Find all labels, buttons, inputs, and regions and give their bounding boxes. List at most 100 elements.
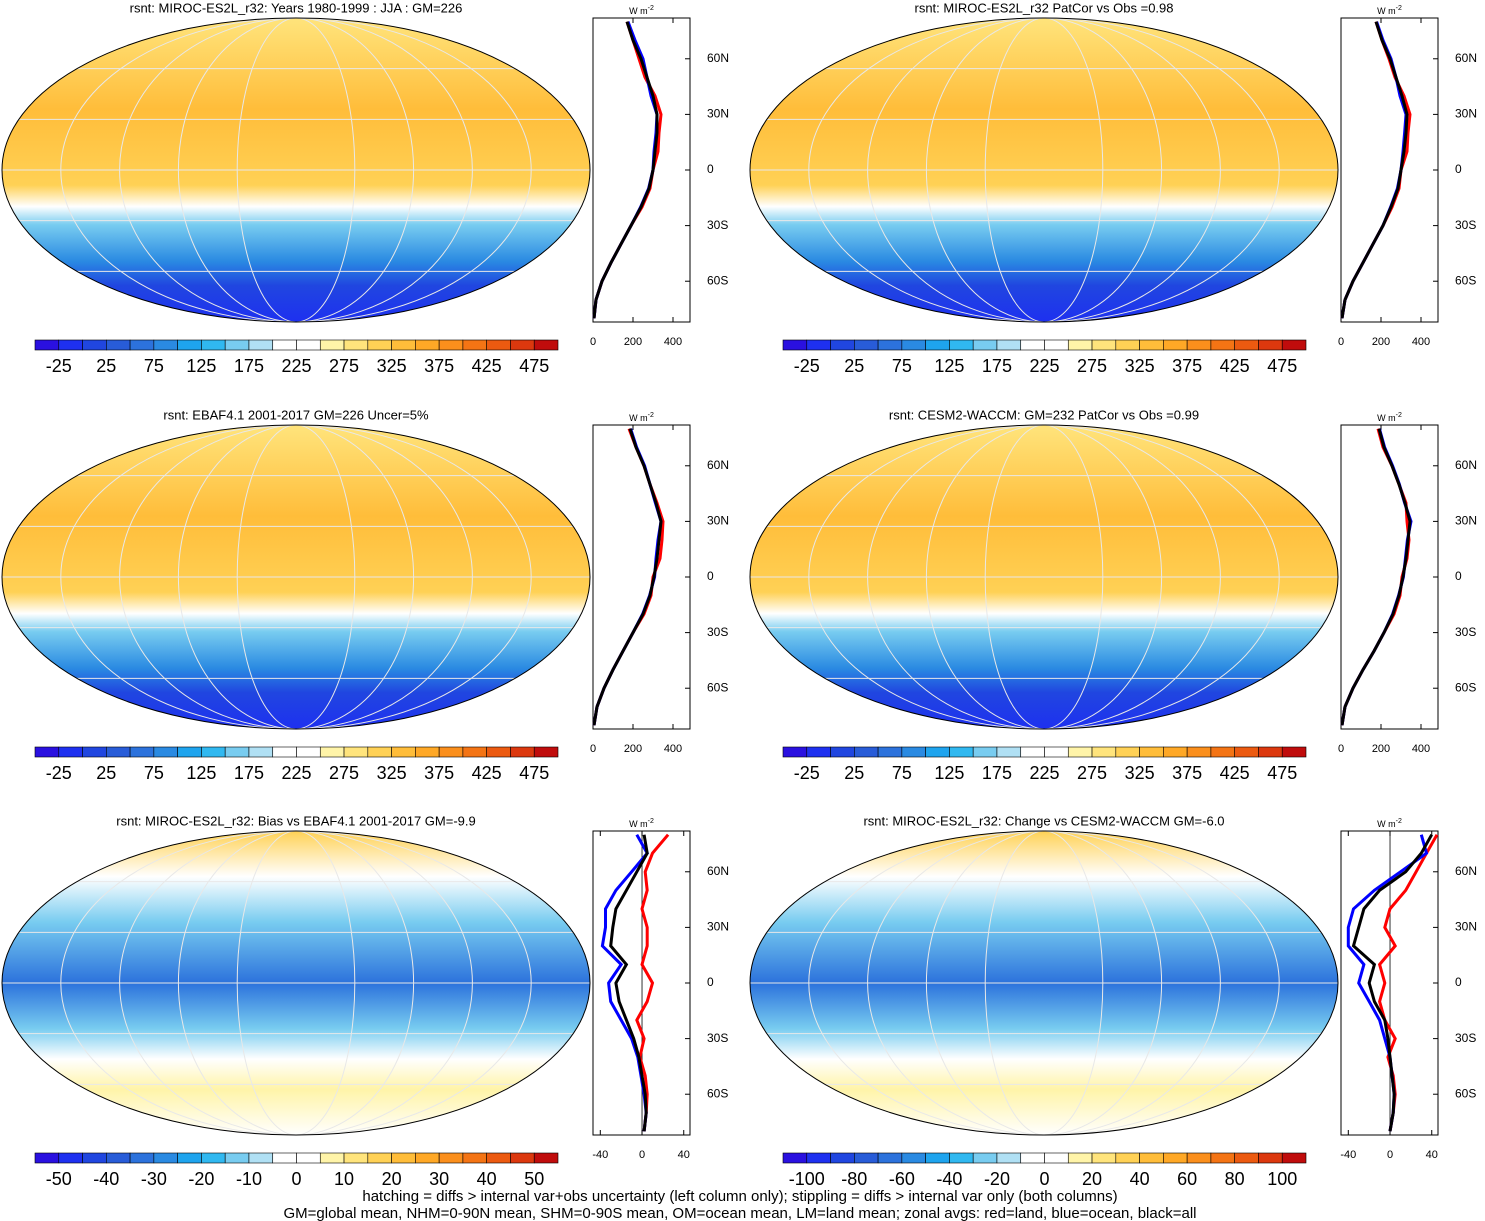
colorbar-box <box>996 339 1022 351</box>
x-tick-label: 0 <box>639 1149 645 1161</box>
colorbar-box <box>949 746 974 758</box>
colorbar-box <box>972 339 998 351</box>
colorbar-box <box>901 1152 926 1164</box>
colorbar-box <box>949 339 974 351</box>
unit-exponent: -2 <box>1396 5 1402 12</box>
colorbar-label: -60 <box>889 1169 915 1189</box>
colorbar-box <box>296 339 321 351</box>
colorbar-label: -25 <box>794 356 820 376</box>
x-tick-label: 400 <box>664 336 682 348</box>
colorbar-box <box>1186 746 1212 758</box>
colorbar-box <box>877 746 903 758</box>
colorbar-box <box>296 1152 321 1164</box>
colorbar-label: -25 <box>794 763 820 783</box>
colorbar-box <box>925 339 950 351</box>
panel-title: rsnt: CESM2-WACCM: GM=232 PatCor vs Obs … <box>889 407 1199 422</box>
colorbar-box <box>1258 339 1283 351</box>
colorbar-label: 225 <box>1029 356 1059 376</box>
colorbar-label: 75 <box>144 356 164 376</box>
y-tick-label: 60S <box>707 1086 728 1100</box>
colorbar-box <box>1091 746 1117 758</box>
colorbar-label: 325 <box>1125 763 1155 783</box>
colorbar-label: 275 <box>329 356 359 376</box>
colorbar-label: -20 <box>188 1169 214 1189</box>
colorbar-box <box>201 746 226 758</box>
zonal-line <box>592 21 659 319</box>
colorbar-box <box>510 1152 535 1164</box>
y-tick-label: 60S <box>707 273 728 287</box>
colorbar-box <box>272 1152 297 1164</box>
y-tick-label: 0 <box>1455 162 1462 176</box>
y-tick-label: 30N <box>707 514 729 528</box>
colorbar-label: -40 <box>936 1169 962 1189</box>
colorbar-label: 225 <box>281 763 311 783</box>
zonal-line <box>635 833 670 1132</box>
colorbar-label: 60 <box>1177 1169 1197 1189</box>
colorbar-box <box>1067 1152 1093 1164</box>
colorbar-box <box>1044 1152 1069 1164</box>
y-tick-label: 30S <box>1455 1031 1476 1045</box>
x-tick-label: 200 <box>624 743 642 755</box>
colorbar-box <box>82 746 107 758</box>
colorbar-box <box>510 746 535 758</box>
colorbar-box <box>1281 1152 1307 1164</box>
colorbar-box <box>343 1152 369 1164</box>
y-tick-label: 60S <box>707 680 728 694</box>
colorbar-box <box>1020 1152 1045 1164</box>
map-border <box>1 17 591 323</box>
unit-exponent: -2 <box>648 5 654 12</box>
colorbar-box <box>1163 1152 1188 1164</box>
y-tick-label: 30S <box>1455 625 1476 639</box>
colorbar-box <box>82 339 107 351</box>
colorbar-box <box>201 339 226 351</box>
colorbar-box <box>319 1152 345 1164</box>
colorbar-label: -30 <box>141 1169 167 1189</box>
map-border <box>749 17 1339 323</box>
colorbar-box <box>106 746 131 758</box>
x-tick-label: 400 <box>1412 743 1430 755</box>
colorbar-box <box>296 746 321 758</box>
colorbar-label: 125 <box>186 763 216 783</box>
colorbar-box <box>1044 339 1069 351</box>
colorbar-box <box>34 339 60 351</box>
colorbar-label: 125 <box>934 356 964 376</box>
zonal-frame <box>1340 830 1439 1136</box>
panel-title: rsnt: MIROC-ES2L_r32: Change vs CESM2-WA… <box>863 813 1224 828</box>
colorbar-box <box>367 746 392 758</box>
colorbar-box <box>248 746 274 758</box>
colorbar-box <box>782 339 808 351</box>
colorbar-box <box>1139 339 1164 351</box>
x-tick-label: -40 <box>1340 1149 1356 1161</box>
colorbar-label: 275 <box>1077 763 1107 783</box>
colorbar-box <box>830 1152 855 1164</box>
colorbar-box <box>1258 746 1283 758</box>
colorbar-box <box>925 746 950 758</box>
colorbar-box <box>877 339 903 351</box>
unit: W m <box>629 819 648 829</box>
y-tick-label: 60N <box>1455 458 1477 472</box>
panel-title: rsnt: MIROC-ES2L_r32: Years 1980-1999 : … <box>130 0 463 15</box>
colorbar-box <box>996 1152 1022 1164</box>
colorbar-label: 275 <box>329 763 359 783</box>
x-tick-label: 0 <box>1338 743 1344 755</box>
colorbar-box <box>462 746 487 758</box>
colorbar-box <box>58 339 83 351</box>
colorbar-box <box>201 1152 226 1164</box>
colorbar-box <box>1139 1152 1164 1164</box>
colorbar-label: -40 <box>93 1169 119 1189</box>
colorbar-box <box>486 746 511 758</box>
zonal-line <box>600 833 650 1132</box>
colorbar-box <box>901 746 926 758</box>
colorbar-box <box>177 339 202 351</box>
zonal-line <box>1340 21 1409 319</box>
colorbar-label: 125 <box>186 356 216 376</box>
colorbar-label: 25 <box>844 763 864 783</box>
y-tick-label: 60N <box>707 864 729 878</box>
x-tick-label: 0 <box>590 336 596 348</box>
y-tick-label: 60S <box>1455 680 1476 694</box>
colorbar-box <box>1210 746 1235 758</box>
y-tick-label: 0 <box>707 569 714 583</box>
colorbar-label: 100 <box>1267 1169 1297 1189</box>
colorbar-box <box>153 746 178 758</box>
colorbar-box <box>925 1152 950 1164</box>
